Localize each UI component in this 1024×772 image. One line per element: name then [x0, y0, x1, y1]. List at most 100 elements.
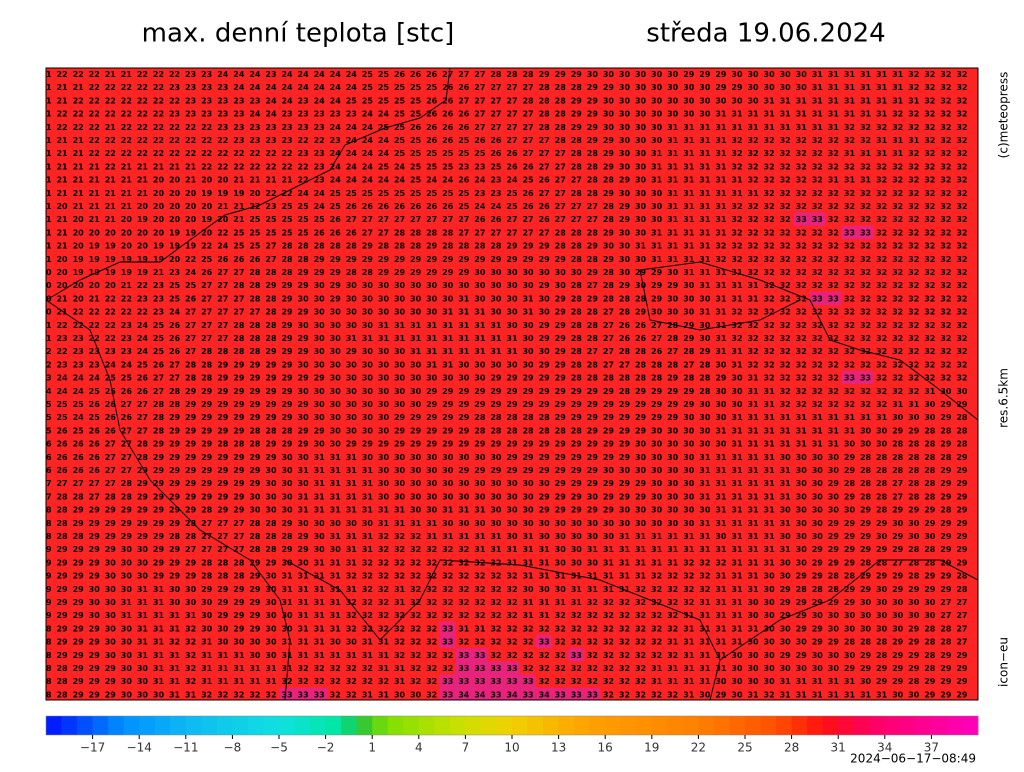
cell-value: 28 — [217, 572, 229, 581]
cell-value: 32 — [442, 572, 453, 581]
cell-value: 30 — [378, 400, 390, 409]
cell — [86, 80, 103, 94]
cell-value: 30 — [394, 294, 406, 303]
cell-value: 30 — [121, 572, 133, 581]
cell-value: 30 — [587, 558, 599, 567]
cell-value: 30 — [522, 334, 534, 343]
cell-value: 22 — [121, 123, 132, 132]
cell-value: 25 — [281, 228, 293, 237]
cell-value: 30 — [378, 479, 390, 488]
cell-value: 32 — [956, 321, 967, 330]
cell-value: 22 — [56, 321, 67, 330]
cell-value: 32 — [490, 598, 501, 607]
cell-value: 25 — [233, 242, 245, 251]
cell-value: 27 — [474, 70, 485, 79]
cell-value: 22 — [137, 281, 148, 290]
cell-value: 32 — [764, 360, 775, 369]
cell-value: 30 — [683, 308, 695, 317]
cell-value: 29 — [169, 413, 181, 422]
cell-value: 30 — [121, 585, 133, 594]
cell — [793, 68, 810, 81]
cell-value: 31 — [426, 360, 438, 369]
cell-value: 28 — [169, 532, 181, 541]
cell-value: 24 — [314, 189, 326, 198]
cell-value: 24 — [56, 387, 68, 396]
cell-value: 25 — [378, 96, 390, 105]
cell-value: 32 — [876, 162, 887, 171]
cell-value: 21 — [137, 189, 149, 198]
cell-value: 30 — [330, 374, 342, 383]
cell-value: 30 — [796, 70, 808, 79]
cell-value: 29 — [828, 479, 840, 488]
cell-value: 30 — [314, 308, 326, 317]
cell-value: 26 — [137, 387, 149, 396]
cell-value: 30 — [490, 492, 502, 501]
cell-value: 30 — [265, 585, 277, 594]
cell-value: 30 — [764, 611, 776, 620]
cell-value: 33 — [812, 215, 823, 224]
cell-value: 32 — [731, 202, 742, 211]
cell-value: 28 — [233, 347, 245, 356]
cell-value: 23 — [121, 334, 132, 343]
cell-value: 31 — [860, 83, 872, 92]
cell-value: 29 — [121, 519, 133, 528]
cell-value: 32 — [812, 202, 823, 211]
cell-value: 28 — [571, 374, 583, 383]
cell-value: 31 — [442, 532, 454, 541]
cell-value: 30 — [281, 506, 293, 515]
cell-value: 30 — [571, 268, 583, 277]
cell-value: 30 — [265, 492, 277, 501]
cell-value: 24 — [169, 308, 181, 317]
cell-value: 29 — [233, 400, 245, 409]
cell-value: 32 — [506, 585, 517, 594]
cell-value: 24 — [249, 83, 261, 92]
cell-value: 28 — [555, 123, 567, 132]
cell-value: 28 — [346, 242, 358, 251]
cell-value: 26 — [169, 334, 181, 343]
cell-value: 29 — [635, 492, 647, 501]
cell-value: 29 — [571, 453, 583, 462]
cell-value: 32 — [522, 624, 533, 633]
cell-value: 20 — [153, 215, 165, 224]
cell-value: 28 — [571, 162, 583, 171]
cell-value: 28 — [73, 492, 85, 501]
cell-value: 31 — [587, 545, 599, 554]
cell-value: 24 — [137, 347, 149, 356]
cell-value: 27 — [201, 545, 212, 554]
cell-value: 24 — [314, 202, 326, 211]
cell-value: 23 — [458, 162, 469, 171]
cell-value: 27 — [217, 321, 228, 330]
cell-value: 28 — [281, 426, 293, 435]
cell-value: 28 — [571, 228, 583, 237]
cell-value: 31 — [667, 176, 679, 185]
cell-value: 26 — [410, 123, 422, 132]
cell-value: 28 — [249, 532, 261, 541]
cell — [616, 80, 633, 94]
cell-value: 23 — [281, 136, 292, 145]
cell-value: 28 — [265, 532, 277, 541]
cell-value: 31 — [876, 149, 888, 158]
cell-value: 28 — [619, 374, 631, 383]
cell-value: 28 — [314, 242, 326, 251]
cell-value: 30 — [394, 387, 406, 396]
cell-value: 28 — [346, 268, 358, 277]
cell — [471, 80, 488, 94]
cell-value: 31 — [651, 162, 663, 171]
cell-value: 30 — [796, 558, 808, 567]
cell-value: 31 — [458, 321, 470, 330]
cell-value: 29 — [281, 400, 293, 409]
cell-value: 30 — [683, 413, 695, 422]
cell-value: 31 — [731, 479, 743, 488]
cell-value: 29 — [506, 453, 518, 462]
cell-value: 32 — [442, 545, 453, 554]
cell-value: 21 — [105, 189, 117, 198]
cell-value: 31 — [346, 585, 358, 594]
cell-value: 30 — [330, 545, 342, 554]
cell-value: 31 — [474, 532, 486, 541]
cell-value: 29 — [715, 374, 727, 383]
cell-value: 30 — [426, 479, 438, 488]
cell — [600, 93, 617, 107]
cell-value: 29 — [201, 585, 213, 594]
cell-value: 28 — [539, 426, 551, 435]
cell-value: 29 — [683, 334, 695, 343]
